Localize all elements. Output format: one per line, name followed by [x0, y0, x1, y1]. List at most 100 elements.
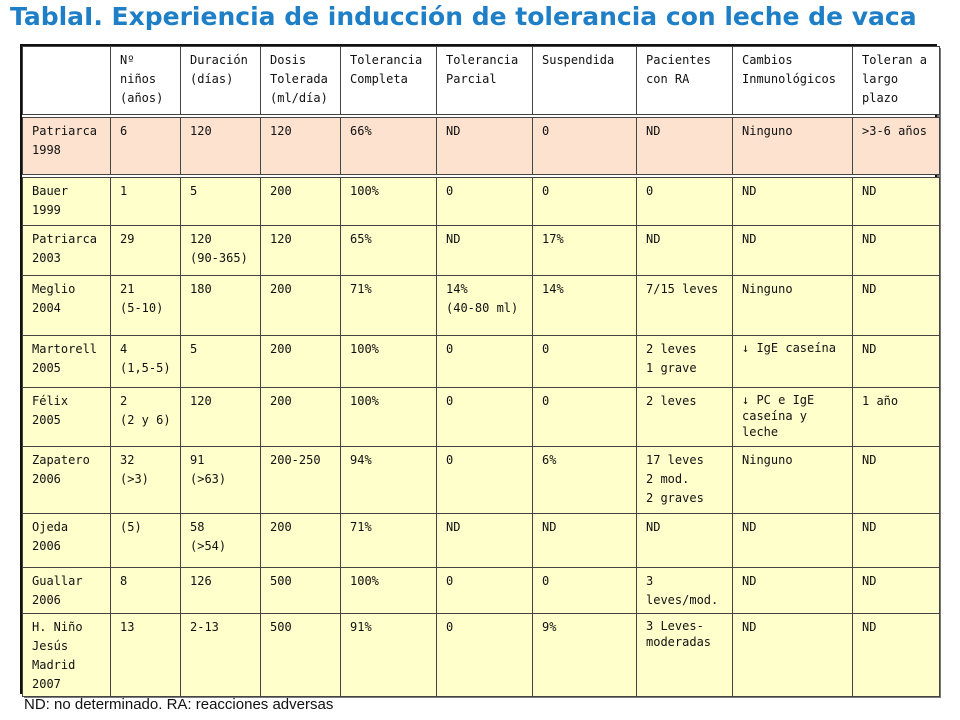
cell-text: Ninguno: [742, 282, 793, 296]
cell-text: Guallar: [32, 574, 83, 588]
table-cell: 0: [436, 335, 533, 388]
cell-text: 200: [270, 342, 292, 356]
cell-text: ND: [542, 520, 557, 534]
table-cell: 0: [436, 173, 533, 226]
table-row: Bauer 1999 1 5 200 100% 0 0 0 ND ND: [22, 173, 940, 226]
table-cell: 120: [260, 113, 341, 176]
cell-text: ND: [862, 520, 877, 534]
table-cell: 8: [110, 567, 181, 614]
table-cell: 200: [260, 387, 341, 447]
table-cell: 180: [180, 275, 261, 336]
cell-text: 2006: [32, 593, 61, 607]
table-cell: ND: [852, 225, 940, 276]
table-cell: 0: [436, 567, 533, 614]
cell-text: 200: [270, 282, 292, 296]
cell-text: 4: [120, 342, 128, 356]
header-line: Nº: [120, 53, 135, 67]
cell-text: Madrid: [32, 658, 76, 672]
cell-text: (5-10): [120, 301, 164, 315]
table-cell: 100%: [340, 567, 437, 614]
cell-text: 66%: [350, 123, 372, 138]
cell-text: 200-250: [270, 453, 321, 467]
table-cell: 1 año: [852, 387, 940, 447]
cell-text: 0: [446, 620, 454, 634]
header-line: (días): [190, 72, 234, 86]
header-line: Duración: [190, 53, 248, 67]
table-cell: 500: [260, 567, 341, 614]
cell-text: 126: [190, 574, 212, 588]
cell-text: (90-365): [190, 251, 248, 265]
table-cell: 9%: [532, 613, 637, 697]
cell-text: 120: [270, 123, 292, 138]
cell-text: 1 grave: [646, 361, 697, 375]
table-row: Meglio 2004 21 (5-10) 180 200 71% 14% (40-80 ml)…: [22, 275, 940, 336]
header-cell-toleran-largo-plazo: Toleran a largo plazo: [852, 46, 940, 116]
cell-text: 120: [190, 123, 212, 138]
cell-text: (40-80 ml): [446, 301, 519, 315]
table-cell: ND: [732, 567, 853, 614]
table-cell: 0: [532, 567, 637, 614]
table-cell: 71%: [340, 513, 437, 568]
header-cell-ninos: Nº niños (años): [110, 46, 181, 116]
table-cell: 2 leves 1 grave: [636, 335, 733, 388]
study-cell: H. Niño Jesús Madrid 2007: [22, 613, 111, 697]
header-line: Tolerada: [270, 72, 328, 86]
cell-text: (1,5-5): [120, 361, 171, 375]
table-cell: ND: [436, 113, 533, 176]
cell-text: 200: [270, 183, 292, 198]
cell-text: ND: [862, 453, 877, 467]
cell-text: 2-13: [190, 620, 219, 634]
cell-text: 5: [190, 342, 198, 356]
table-cell: 0: [532, 335, 637, 388]
table-cell: 0: [436, 613, 533, 697]
table-cell: 100%: [340, 387, 437, 447]
cell-text: 0: [446, 574, 454, 588]
table-cell: 29: [110, 225, 181, 276]
cell-text: 1: [120, 183, 128, 198]
cell-text: (2 y 6): [120, 413, 171, 427]
cell-text: 120: [270, 232, 292, 246]
cell-text: Meglio: [32, 282, 76, 296]
table-cell: 14% (40-80 ml): [436, 275, 533, 336]
table-cell: 1: [110, 173, 181, 226]
cell-text: 500: [270, 620, 292, 634]
cell-text: ND: [742, 520, 757, 534]
header-cell-duracion: Duración (días): [180, 46, 261, 116]
header-row: Nº niños (años) Duración (días) Dosis Tolera…: [22, 46, 940, 116]
table-row: H. Niño Jesús Madrid 2007 13 2-13 500 91% 0 9% 3 L…: [22, 613, 940, 697]
cell-text: 120: [190, 394, 212, 408]
cell-text: 0: [542, 183, 550, 198]
cell-text: 0: [446, 394, 454, 408]
table-cell: 71%: [340, 275, 437, 336]
table-cell: ↓ PC e IgE caseína y leche: [732, 387, 853, 447]
table-cell: 3 leves/mod.: [636, 567, 733, 614]
cell-text: ND: [742, 183, 757, 198]
cell-text: 1 año: [862, 394, 899, 408]
cell-text: 2006: [32, 472, 61, 486]
header-line: Pacientes: [646, 53, 712, 67]
cell-text: Ninguno: [742, 453, 793, 467]
cell-text: 14%: [542, 282, 564, 296]
cell-text: 2 leves: [646, 342, 697, 356]
cell-text: H. Niño: [32, 620, 83, 634]
cell-text: 2 mod.: [646, 472, 690, 486]
study-cell: Zapatero 2006: [22, 446, 111, 514]
table-row: Zapatero 2006 32 (>3) 91 (>63) 200-250 94% 0 6% 17…: [22, 446, 940, 514]
table-cell: ND: [436, 513, 533, 568]
study-cell: Patriarca 2003: [22, 225, 111, 276]
cell-text: 100%: [350, 183, 379, 198]
table-row: Guallar 2006 8 126 500 100% 0 0 3 leves/mod. ND ND: [22, 567, 940, 614]
table-cell: 13: [110, 613, 181, 697]
header-line: (años): [120, 91, 164, 105]
cell-text: 0: [446, 342, 454, 356]
table-cell: 7/15 leves: [636, 275, 733, 336]
table-cell: ND: [436, 225, 533, 276]
header-line: niños: [120, 72, 157, 86]
table-row: Félix 2005 2 (2 y 6) 120 200 100% 0 0 2 leves ↓ PC…: [22, 387, 940, 447]
cell-text: 17 leves: [646, 453, 704, 467]
cell-text: ND: [862, 620, 877, 634]
header-line: plazo: [862, 91, 899, 105]
cell-text: 1999: [32, 202, 61, 217]
cell-text: 500: [270, 574, 292, 588]
cell-text: ND: [862, 232, 877, 246]
